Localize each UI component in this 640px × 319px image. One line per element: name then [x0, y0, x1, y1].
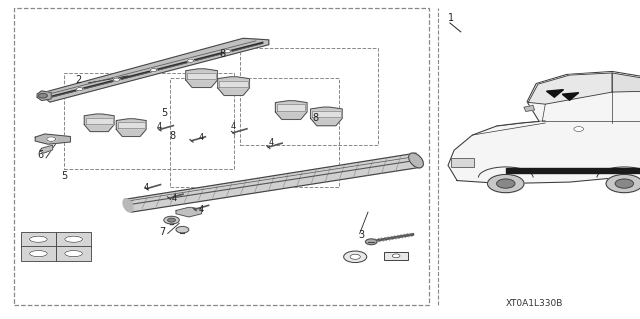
- Text: 5: 5: [161, 108, 168, 118]
- Text: 8: 8: [219, 49, 225, 59]
- Polygon shape: [40, 145, 52, 153]
- Circle shape: [344, 251, 367, 263]
- Circle shape: [350, 254, 360, 259]
- Bar: [20, 232, 56, 247]
- Ellipse shape: [409, 153, 423, 168]
- Circle shape: [168, 218, 175, 222]
- Polygon shape: [186, 69, 218, 87]
- Text: 4: 4: [198, 205, 204, 214]
- Circle shape: [176, 226, 189, 233]
- Circle shape: [497, 179, 515, 188]
- Polygon shape: [524, 105, 534, 111]
- Circle shape: [392, 254, 400, 258]
- Text: 8: 8: [170, 131, 176, 141]
- Polygon shape: [218, 77, 250, 95]
- Text: 5: 5: [61, 171, 67, 181]
- Polygon shape: [277, 104, 305, 111]
- Polygon shape: [86, 117, 113, 124]
- Polygon shape: [188, 72, 216, 79]
- Circle shape: [150, 69, 157, 72]
- Text: 8: 8: [312, 113, 319, 122]
- Ellipse shape: [29, 236, 47, 242]
- Bar: [170, 78, 339, 187]
- Ellipse shape: [123, 199, 133, 212]
- Text: 4: 4: [157, 122, 162, 131]
- Text: 3: 3: [358, 230, 365, 240]
- Circle shape: [77, 88, 83, 91]
- Polygon shape: [528, 73, 612, 104]
- Bar: [451, 159, 474, 167]
- Circle shape: [225, 49, 231, 53]
- Circle shape: [113, 78, 120, 81]
- Polygon shape: [37, 91, 51, 100]
- Circle shape: [606, 174, 640, 193]
- Polygon shape: [42, 38, 269, 102]
- Bar: [14, 8, 429, 305]
- Bar: [56, 232, 92, 247]
- Text: 4: 4: [269, 138, 274, 147]
- Bar: [240, 48, 378, 145]
- Bar: [64, 73, 234, 169]
- Text: 6: 6: [37, 150, 44, 160]
- Bar: [384, 252, 408, 260]
- Text: 4: 4: [230, 122, 236, 131]
- Text: 2: 2: [76, 75, 82, 85]
- Bar: [56, 246, 92, 261]
- Polygon shape: [176, 207, 202, 217]
- Polygon shape: [563, 93, 579, 100]
- Ellipse shape: [65, 236, 83, 242]
- Polygon shape: [118, 122, 145, 129]
- Polygon shape: [448, 71, 640, 184]
- Text: XT0A1L330B: XT0A1L330B: [506, 299, 563, 308]
- Polygon shape: [310, 107, 342, 126]
- Polygon shape: [35, 134, 70, 144]
- Bar: [20, 246, 56, 261]
- Polygon shape: [125, 153, 419, 212]
- Circle shape: [188, 59, 194, 62]
- Text: 7: 7: [159, 227, 165, 237]
- Circle shape: [38, 93, 47, 98]
- Ellipse shape: [29, 250, 47, 257]
- Ellipse shape: [65, 250, 83, 257]
- Circle shape: [574, 127, 584, 131]
- Polygon shape: [275, 101, 307, 119]
- Text: 1: 1: [448, 13, 454, 23]
- Text: 4: 4: [172, 194, 177, 203]
- Circle shape: [365, 239, 377, 245]
- Polygon shape: [116, 119, 146, 137]
- Polygon shape: [612, 73, 640, 92]
- Polygon shape: [312, 111, 340, 117]
- Text: 4: 4: [144, 183, 149, 192]
- Circle shape: [615, 179, 634, 188]
- Polygon shape: [220, 80, 248, 87]
- Text: 4: 4: [198, 133, 204, 142]
- Polygon shape: [84, 114, 114, 132]
- Circle shape: [488, 174, 524, 193]
- Polygon shape: [547, 90, 564, 97]
- Circle shape: [47, 137, 56, 141]
- Polygon shape: [506, 168, 640, 173]
- Circle shape: [164, 216, 179, 224]
